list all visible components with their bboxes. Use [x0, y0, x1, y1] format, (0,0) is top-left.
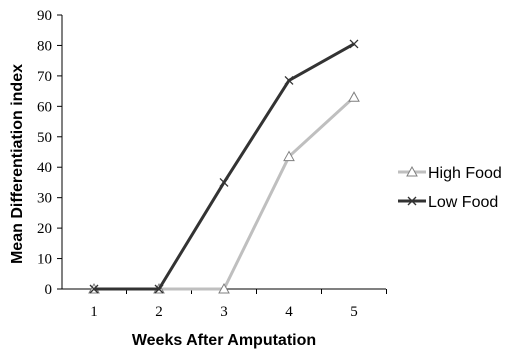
y-tick-label: 90	[37, 8, 52, 24]
y-tick-label: 10	[37, 252, 52, 268]
y-tick-label: 30	[37, 191, 52, 207]
y-tick-label: 70	[37, 69, 52, 85]
legend-label: High Food	[428, 165, 502, 182]
x-icon	[154, 284, 164, 294]
data-point	[219, 177, 229, 187]
x-tick-label: 4	[285, 304, 293, 320]
x-tick-label: 3	[220, 304, 228, 320]
legend-label: Low Food	[428, 194, 498, 211]
y-tick-label: 80	[37, 38, 52, 54]
x-icon	[349, 39, 359, 49]
y-tick-label: 60	[37, 99, 52, 115]
triangle-icon	[348, 91, 360, 102]
y-tick-label: 20	[37, 221, 52, 237]
data-point	[284, 75, 294, 85]
data-point	[348, 91, 360, 102]
series-high-food	[88, 91, 360, 294]
y-tick-label: 40	[37, 160, 52, 176]
x-ticks: 1 2 3 4 5	[90, 289, 387, 320]
triangle-icon	[218, 282, 230, 294]
axes	[61, 15, 386, 290]
legend-item: Low Food	[398, 194, 498, 211]
triangle-icon	[406, 165, 418, 177]
y-ticks: 0 10 20 30 40 50 60 70 80 90	[37, 8, 62, 298]
series-line	[94, 42, 355, 291]
y-tick-label: 0	[45, 282, 53, 298]
series-low-food	[89, 39, 359, 294]
y-axis-title: Mean Differentiation index	[9, 64, 26, 264]
x-icon	[219, 177, 229, 187]
data-point	[89, 284, 99, 294]
data-point	[154, 284, 164, 294]
x-tick-label: 5	[350, 304, 358, 320]
y-tick-label: 50	[37, 130, 52, 146]
data-point	[349, 39, 359, 49]
x-tick-label: 2	[155, 304, 163, 320]
data-point	[283, 150, 295, 162]
x-tick-label: 1	[90, 304, 98, 320]
triangle-icon	[283, 150, 295, 162]
legend-item: High Food	[398, 165, 502, 182]
x-axis-title: Weeks After Amputation	[132, 332, 316, 349]
series-line	[94, 96, 356, 291]
data-point	[218, 282, 230, 294]
x-icon	[407, 196, 417, 206]
legend: High Food Low Food	[398, 165, 502, 211]
series-layer	[88, 39, 360, 294]
x-icon	[89, 284, 99, 294]
x-icon	[284, 75, 294, 85]
